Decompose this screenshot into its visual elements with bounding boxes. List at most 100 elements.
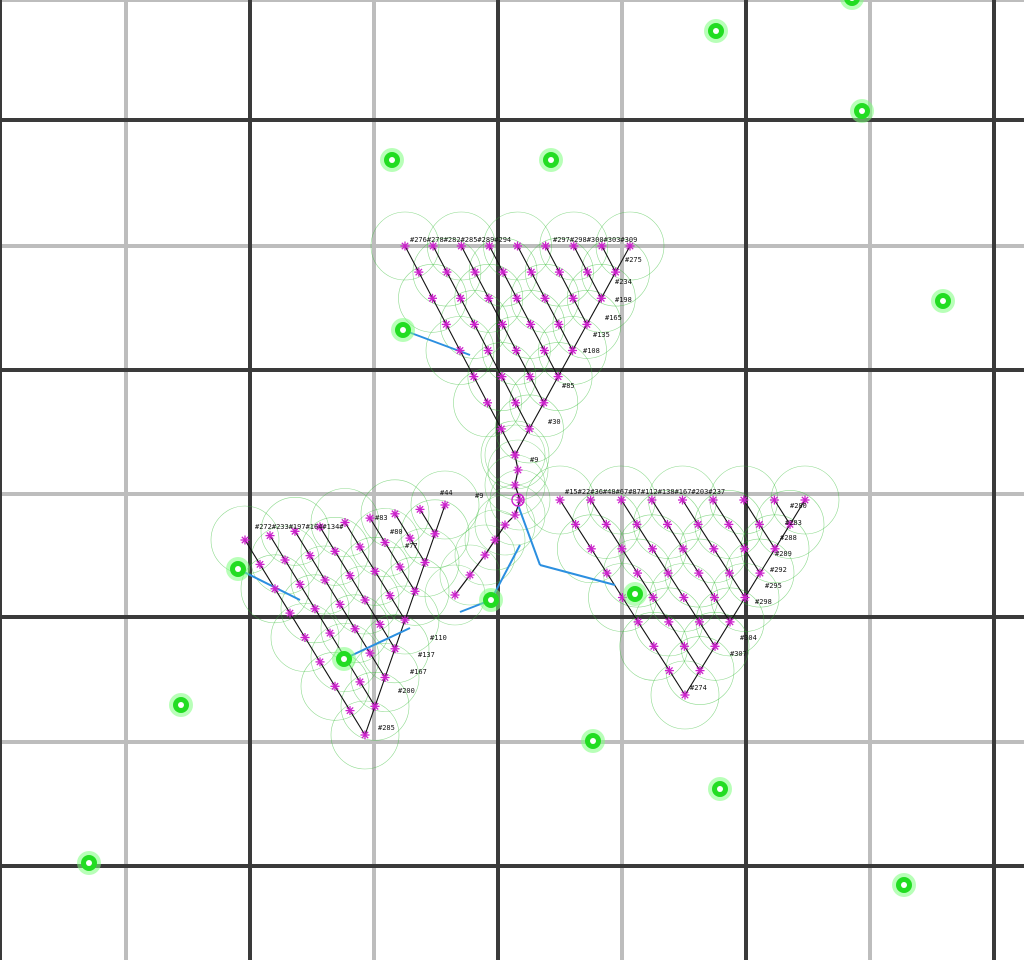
beacon-ring <box>844 0 860 6</box>
magenta-asterisk-node-icon <box>513 465 523 475</box>
green-beacon-dot-icon <box>479 588 503 612</box>
node-stroke <box>541 242 550 250</box>
node-stroke <box>498 320 507 329</box>
magenta-asterisk-node-icon <box>724 568 734 578</box>
node-id-label: #275 <box>625 256 642 264</box>
node-stroke <box>617 496 625 504</box>
node-stroke <box>481 551 489 559</box>
node-id-label: #110 <box>430 634 447 642</box>
node-stroke <box>416 505 424 514</box>
magenta-asterisk-node-icon <box>513 241 522 251</box>
node-id-label: #135 <box>593 331 610 339</box>
node-stroke <box>331 547 339 555</box>
magenta-asterisk-node-icon <box>500 520 510 530</box>
range-circle <box>290 545 360 615</box>
node-stroke <box>485 294 493 302</box>
node-stroke <box>597 294 605 302</box>
magenta-asterisk-node-icon <box>480 550 490 560</box>
node-id-label: #44 <box>440 489 453 497</box>
node-stroke <box>471 268 479 276</box>
node-stroke <box>331 682 339 690</box>
node-stroke <box>649 593 657 602</box>
magenta-asterisk-node-icon <box>350 624 360 634</box>
node-stroke <box>525 425 534 433</box>
node-id-label: #80 <box>390 528 403 536</box>
beacons-layer <box>77 0 955 897</box>
magenta-asterisk-node-icon <box>524 424 534 434</box>
node-id-label: #165 <box>605 314 622 322</box>
magenta-asterisk-node-icon <box>709 593 719 602</box>
magenta-asterisk-node-icon <box>663 519 672 529</box>
magenta-asterisk-node-icon <box>664 666 674 676</box>
magenta-asterisk-node-icon <box>664 617 674 627</box>
beacon-center <box>590 738 596 744</box>
green-beacon-dot-icon <box>892 873 916 897</box>
node-stroke <box>497 425 505 433</box>
range-circle <box>495 394 564 464</box>
node-stroke <box>664 569 672 577</box>
node-link <box>728 524 745 550</box>
chain-link <box>514 499 521 516</box>
node-id-label: #307 <box>730 650 747 658</box>
magenta-asterisk-node-icon <box>280 555 290 565</box>
node-stroke <box>428 294 437 302</box>
node-link <box>683 597 700 623</box>
node-link <box>501 376 517 404</box>
magenta-asterisk-node-icon <box>555 495 565 505</box>
range-circle <box>410 470 480 540</box>
node-id-label: #85 <box>562 382 575 390</box>
node-stroke <box>680 593 688 602</box>
node-stroke <box>741 593 749 602</box>
magenta-asterisk-node-icon <box>678 495 687 505</box>
spine-link <box>517 504 541 566</box>
node-link <box>488 245 504 273</box>
green-beacon-dot-icon <box>226 557 250 581</box>
node-stroke <box>598 242 606 250</box>
node-stroke <box>266 531 274 540</box>
magenta-asterisk-node-icon <box>554 267 564 277</box>
node-link <box>349 710 366 736</box>
magenta-asterisk-node-icon <box>539 346 549 355</box>
node-link <box>637 572 654 598</box>
node-link <box>374 571 391 596</box>
node-id-label: #15#22#36#48#67#87#112#138#167#203#237 <box>565 488 725 496</box>
node-link <box>636 524 653 550</box>
node-stroke <box>391 510 399 518</box>
node-link <box>289 612 306 638</box>
node-stroke <box>457 242 465 250</box>
node-stroke <box>256 560 264 569</box>
magenta-asterisk-node-icon <box>270 584 280 594</box>
node-stroke <box>431 530 439 538</box>
magenta-asterisk-node-icon <box>455 346 465 355</box>
magenta-asterisk-node-icon <box>428 241 438 251</box>
magenta-asterisk-node-icon <box>525 372 535 382</box>
node-link <box>530 324 545 351</box>
node-stroke <box>710 593 719 602</box>
node-link <box>668 621 685 647</box>
node-link <box>319 526 336 552</box>
magenta-asterisk-node-icon <box>498 267 508 277</box>
node-stroke <box>512 346 520 355</box>
range-circle <box>464 509 526 571</box>
magenta-asterisk-node-icon <box>649 641 659 651</box>
node-stroke <box>401 616 409 624</box>
node-link <box>404 245 420 273</box>
node-link <box>559 499 577 525</box>
node-id-label: #77 <box>405 542 418 550</box>
beacon-center <box>901 882 907 888</box>
beacon-center <box>235 566 241 572</box>
magenta-asterisk-node-icon <box>739 544 749 554</box>
node-stroke <box>511 451 519 459</box>
node-stroke <box>709 496 717 504</box>
node-stroke <box>429 242 437 250</box>
magenta-asterisk-node-icon <box>725 617 735 627</box>
magenta-asterisk-node-icon <box>365 513 375 523</box>
node-stroke <box>301 633 309 642</box>
node-stroke <box>316 523 324 531</box>
magenta-asterisk-node-icon <box>708 495 718 505</box>
magenta-asterisk-node-icon <box>785 519 795 529</box>
node-id-label: #298 <box>755 598 772 606</box>
node-link <box>516 298 532 325</box>
node-link <box>713 548 730 574</box>
